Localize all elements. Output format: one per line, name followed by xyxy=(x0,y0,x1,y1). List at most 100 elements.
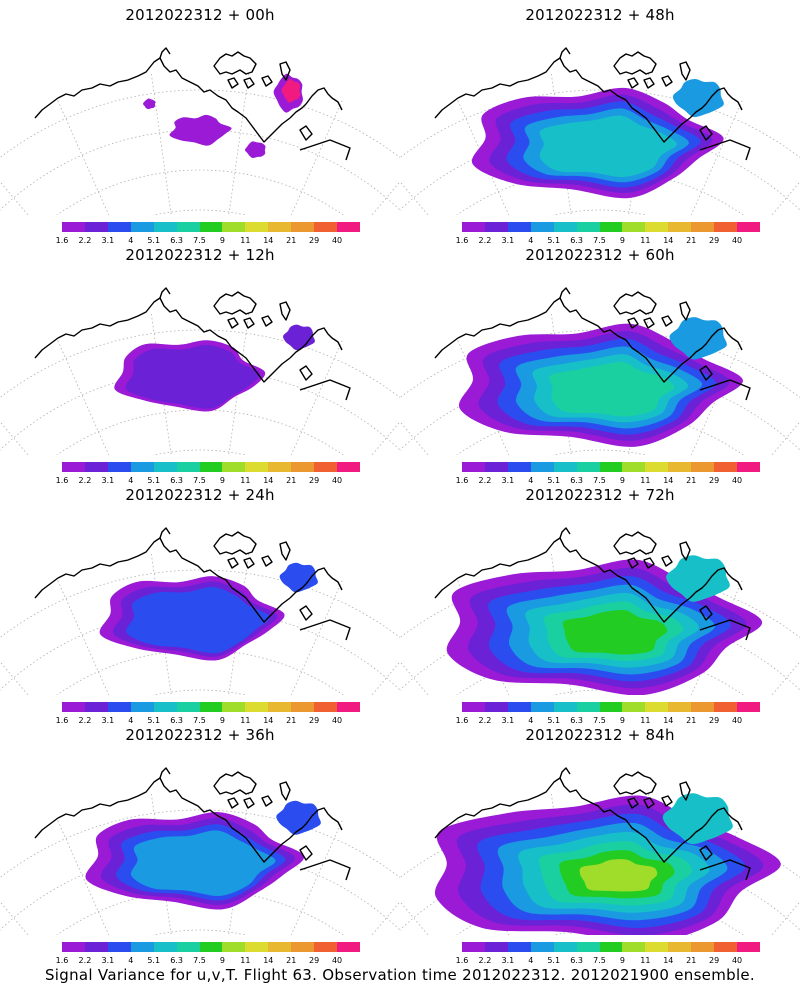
legend-swatch xyxy=(691,222,715,232)
legend-swatch xyxy=(553,702,577,712)
legend-label: 14 xyxy=(263,956,274,965)
legend-label: 9 xyxy=(219,956,225,965)
legend-swatch xyxy=(553,942,577,952)
legend-label: 7.5 xyxy=(193,956,206,965)
legend-label: 11 xyxy=(640,476,651,485)
legend-swatch xyxy=(268,222,292,232)
legend-swatch xyxy=(130,942,154,952)
panel-title: 2012022312 + 60h xyxy=(525,246,675,264)
legend-label: 40 xyxy=(731,476,743,485)
panel-title: 2012022312 + 24h xyxy=(125,486,275,504)
legend-swatch xyxy=(530,702,554,712)
legend-label: 14 xyxy=(263,236,274,245)
polar-map xyxy=(400,767,800,935)
legend-label: 6.3 xyxy=(170,236,183,245)
legend-label: 29 xyxy=(709,956,720,965)
legend-swatch xyxy=(668,462,692,472)
polar-map xyxy=(400,47,800,215)
legend-swatch xyxy=(245,702,269,712)
legend-label: 21 xyxy=(286,236,297,245)
legend-swatch xyxy=(199,702,223,712)
legend-label: 5.1 xyxy=(147,956,161,965)
legend-label: 40 xyxy=(331,236,343,245)
panel-title: 2012022312 + 84h xyxy=(525,726,675,744)
legend-swatch xyxy=(737,462,760,472)
legend-swatch xyxy=(107,942,131,952)
legend-swatch xyxy=(668,702,692,712)
legend-label: 2.2 xyxy=(78,956,92,965)
legend-label: 21 xyxy=(686,716,697,725)
legend-label: 7.5 xyxy=(193,476,206,485)
color-legend xyxy=(462,222,760,234)
color-legend xyxy=(62,942,360,954)
legend-label: 3.1 xyxy=(101,236,115,245)
legend-swatch xyxy=(668,222,692,232)
legend-label: 7.5 xyxy=(193,716,206,725)
legend-swatch xyxy=(245,462,269,472)
legend-label: 29 xyxy=(309,476,320,485)
legend-labels: 1.6 2.2 3.1 4 5.1 6.3 7.5 9 11 14 21 29 40 xyxy=(56,716,360,726)
legend-label: 11 xyxy=(240,956,251,965)
legend-swatch xyxy=(462,702,485,712)
legend-swatch xyxy=(153,462,177,472)
legend-label: 2.2 xyxy=(478,716,492,725)
legend-label: 9 xyxy=(619,476,625,485)
legend-swatch xyxy=(337,942,360,952)
legend-label: 4 xyxy=(528,956,534,965)
legend-swatch xyxy=(176,702,200,712)
legend-swatch xyxy=(176,942,200,952)
polar-map xyxy=(0,527,400,695)
legend-swatch xyxy=(199,222,223,232)
legend-label: 11 xyxy=(640,716,651,725)
legend-swatch xyxy=(314,702,338,712)
legend-label: 5.1 xyxy=(147,716,161,725)
color-legend xyxy=(462,942,760,954)
legend-swatch xyxy=(337,462,360,472)
legend-label: 6.3 xyxy=(170,956,183,965)
legend-label: 6.3 xyxy=(570,956,583,965)
legend-swatch xyxy=(107,702,131,712)
panel-title: 2012022312 + 12h xyxy=(125,246,275,264)
figure-caption: Signal Variance for u,v,T. Flight 63. Ob… xyxy=(44,966,756,984)
legend-label: 40 xyxy=(331,476,343,485)
legend-label: 29 xyxy=(309,236,320,245)
map-panel: 2012022312 + 60h 1.6 2.2 3.1 4 5.1 6.3 7.5 9 11 14… xyxy=(400,240,800,485)
legend-swatch xyxy=(314,462,338,472)
panel-title: 2012022312 + 36h xyxy=(125,726,275,744)
legend-label: 11 xyxy=(240,476,251,485)
legend-swatch xyxy=(484,942,508,952)
map-panel: 2012022312 + 00h 1.6 2.2 3.1 4 5.1 6.3 7.5 9 11 14… xyxy=(0,0,400,245)
legend-swatch xyxy=(130,702,154,712)
legend-label: 14 xyxy=(263,716,274,725)
legend-label: 11 xyxy=(640,236,651,245)
polar-map xyxy=(0,287,400,455)
legend-label: 40 xyxy=(331,716,343,725)
legend-label: 40 xyxy=(731,236,743,245)
legend-swatch xyxy=(576,942,600,952)
legend-label: 3.1 xyxy=(501,236,515,245)
legend-labels: 1.6 2.2 3.1 4 5.1 6.3 7.5 9 11 14 21 29 40 xyxy=(456,956,760,966)
legend-swatch xyxy=(553,222,577,232)
legend-swatch xyxy=(462,222,485,232)
legend-swatch xyxy=(599,702,623,712)
legend-label: 21 xyxy=(286,956,297,965)
legend-swatch xyxy=(599,942,623,952)
legend-labels: 1.6 2.2 3.1 4 5.1 6.3 7.5 9 11 14 21 29 40 xyxy=(456,476,760,486)
legend-label: 3.1 xyxy=(501,716,515,725)
legend-label: 7.5 xyxy=(193,236,206,245)
legend-label: 6.3 xyxy=(170,476,183,485)
legend-label: 1.6 xyxy=(55,236,69,245)
legend-swatch xyxy=(153,222,177,232)
polar-map xyxy=(0,767,400,935)
legend-swatch xyxy=(268,942,292,952)
legend-swatch xyxy=(599,462,623,472)
legend-swatch xyxy=(507,942,531,952)
legend-label: 21 xyxy=(686,236,697,245)
legend-swatch xyxy=(737,222,760,232)
legend-label: 29 xyxy=(309,956,320,965)
legend-label: 14 xyxy=(663,476,674,485)
legend-swatch xyxy=(245,942,269,952)
legend-label: 4 xyxy=(128,236,134,245)
legend-label: 5.1 xyxy=(547,716,561,725)
legend-swatch xyxy=(84,462,108,472)
